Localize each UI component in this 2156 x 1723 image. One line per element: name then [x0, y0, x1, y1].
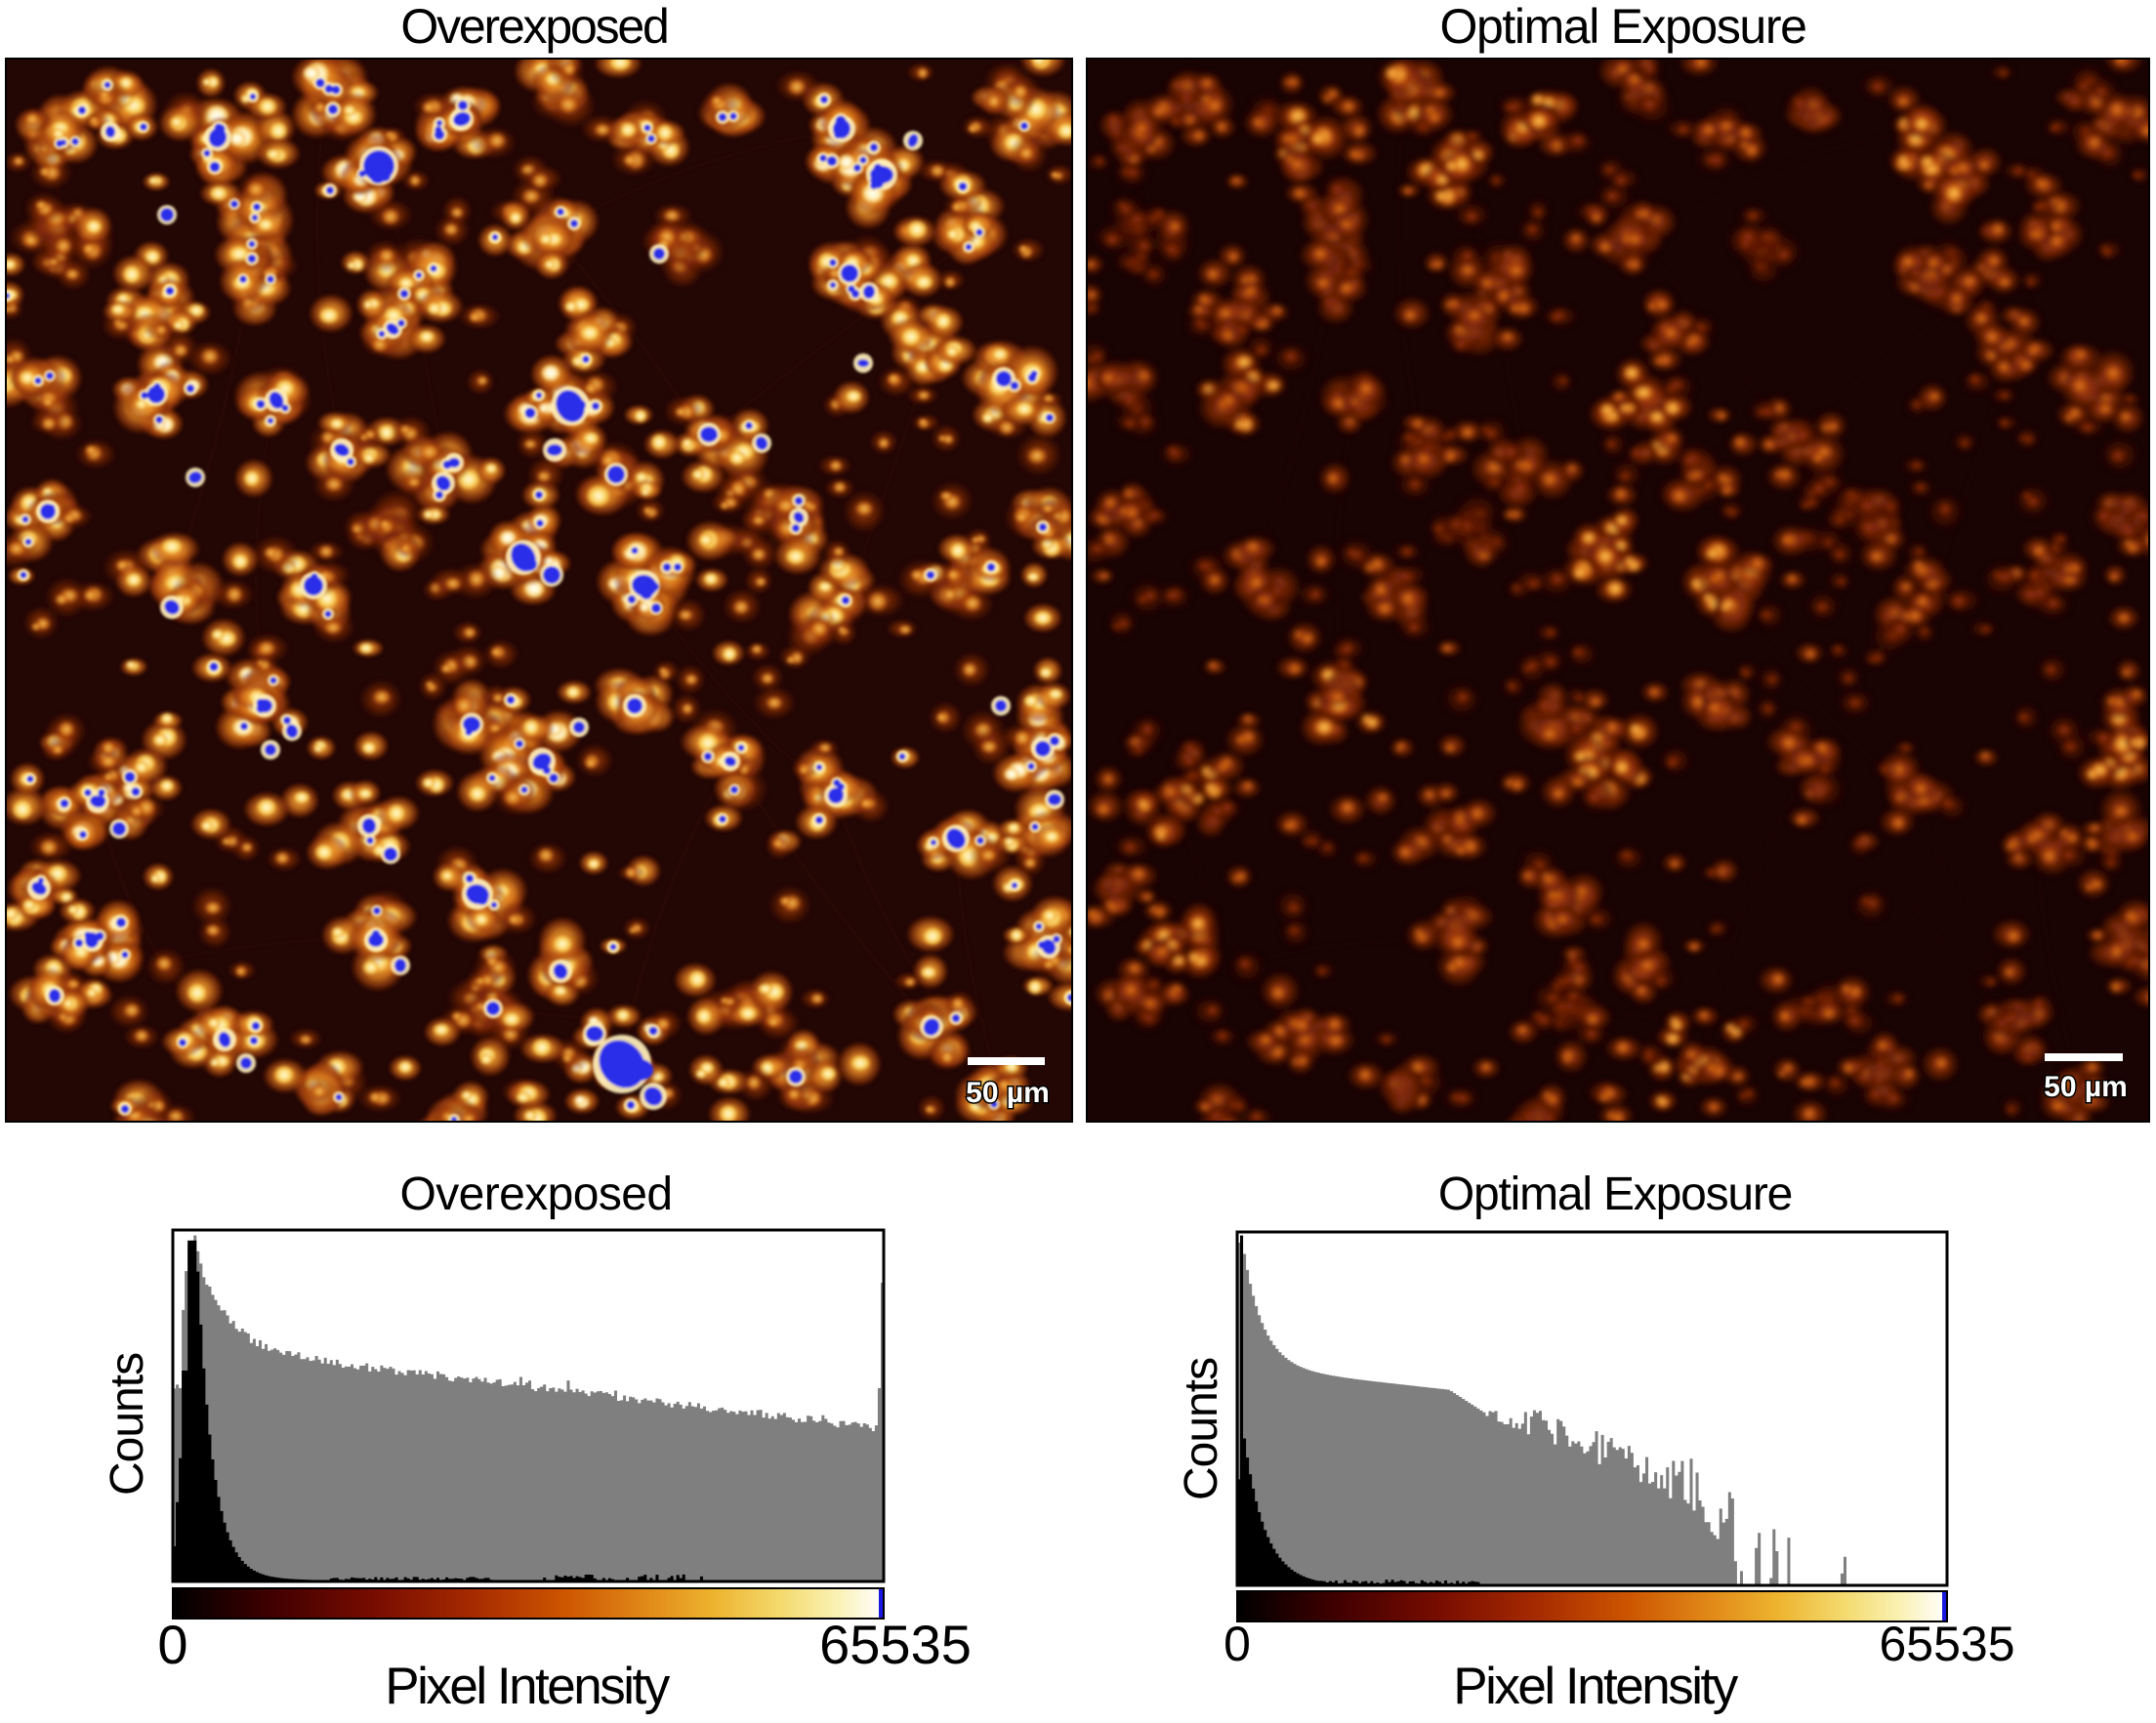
- svg-text:50 µm: 50 µm: [966, 1077, 1050, 1109]
